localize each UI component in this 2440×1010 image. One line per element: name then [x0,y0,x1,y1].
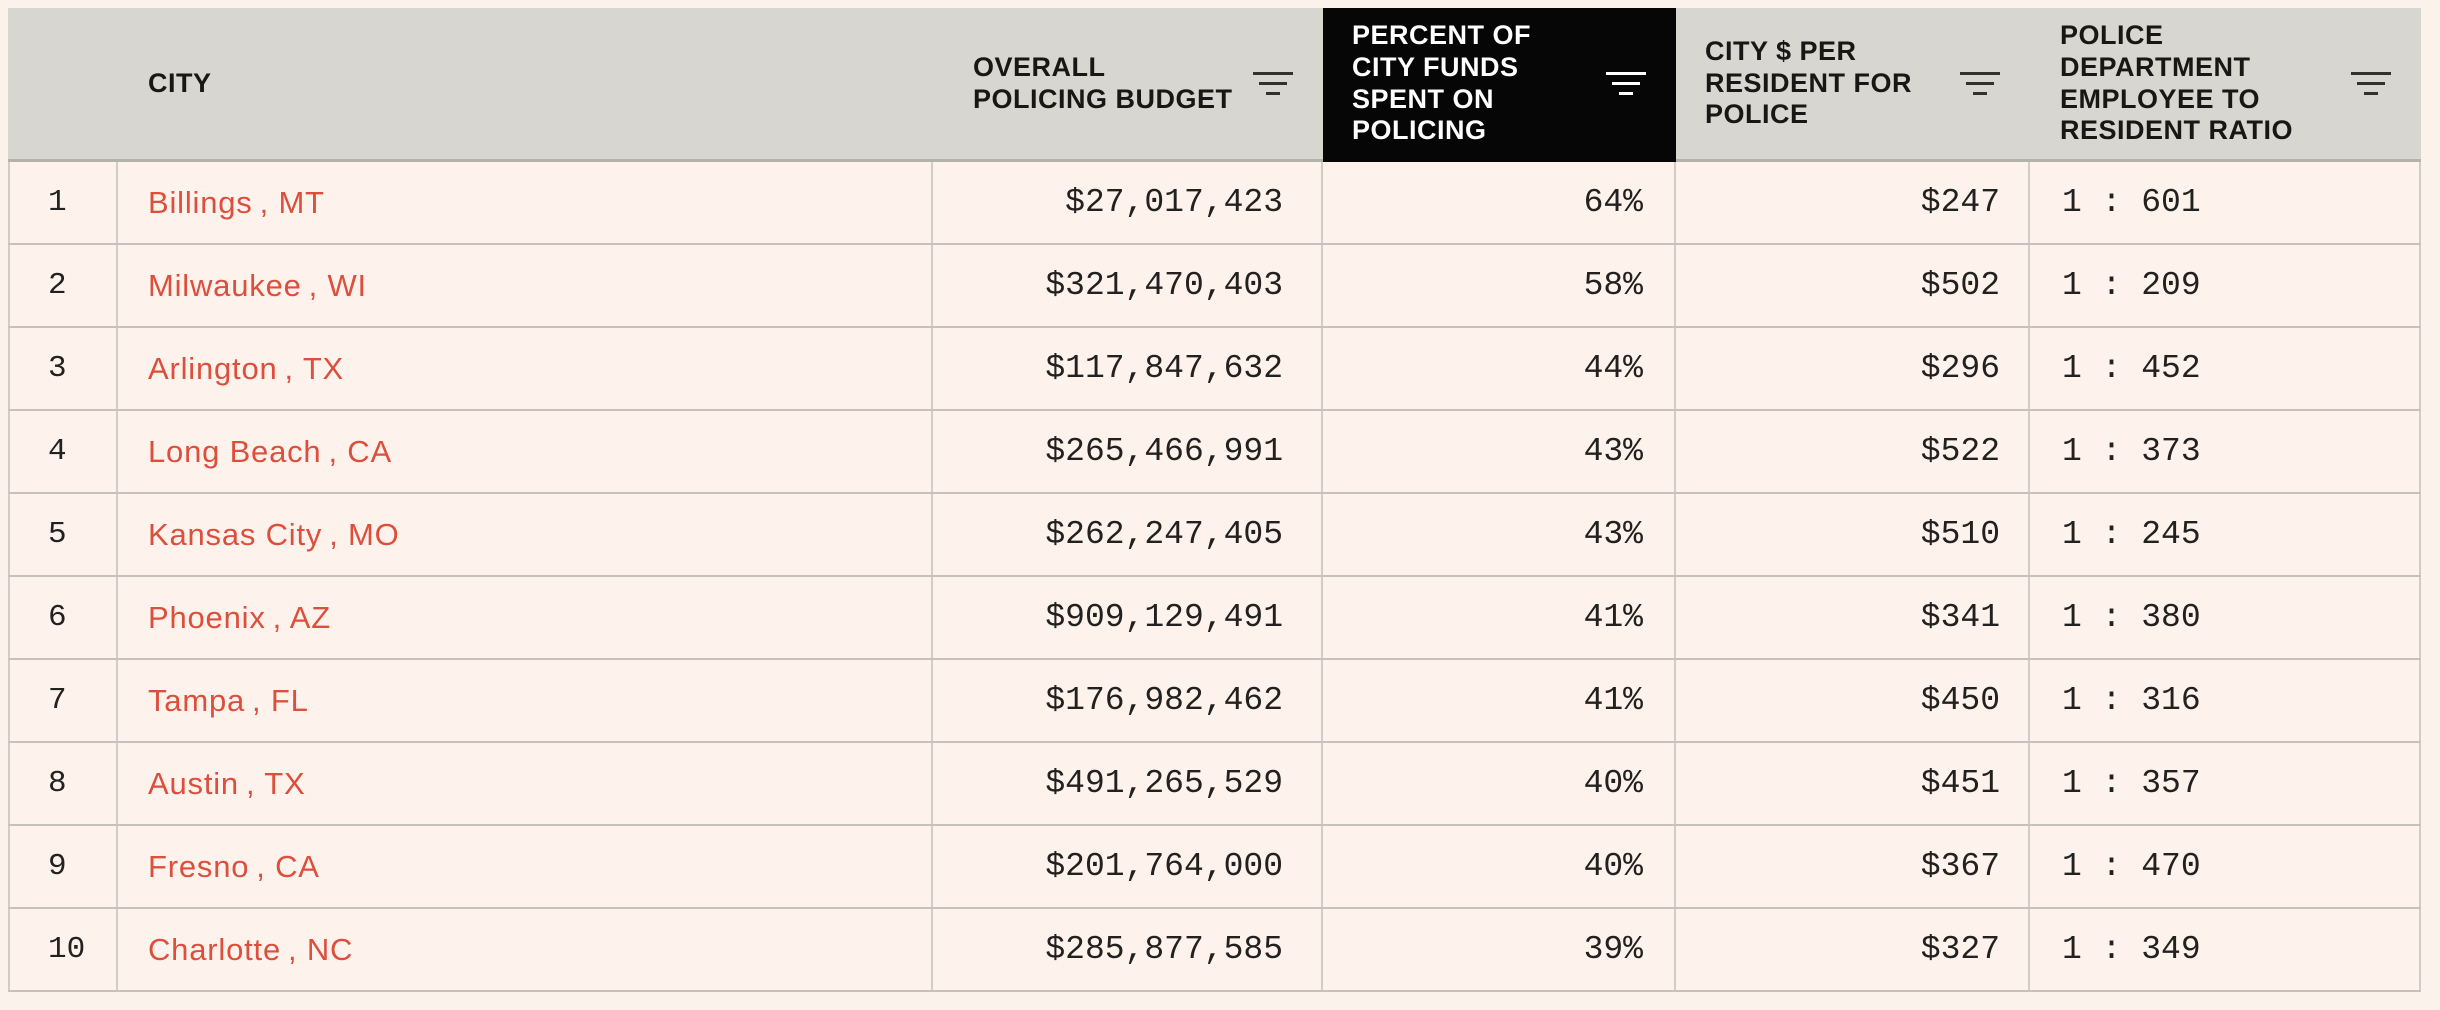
sort-filter-lines-icon [2351,72,2391,95]
table-row: 9 Fresno , CA $201,764,000 40% $367 1 : 470 [8,826,2421,909]
budget-cell: $117,847,632 [933,328,1323,409]
city-link[interactable]: Charlotte , NC [118,909,933,990]
budget-cell: $491,265,529 [933,743,1323,824]
sort-ratio-button[interactable] [2349,69,2393,99]
table-row: 6 Phoenix , AZ $909,129,491 41% $341 1 : 380 [8,577,2421,660]
budget-cell: $201,764,000 [933,826,1323,907]
percent-cell: 43% [1323,494,1676,575]
ratio-cell: 1 : 452 [2030,328,2421,409]
policing-budget-table: CITY OVERALL POLICING BUDGET PERCENT OF … [8,8,2421,992]
ratio-cell: 1 : 380 [2030,577,2421,658]
sort-per-resident-button[interactable] [1958,69,2002,99]
header-city-dollars-per-resident[interactable]: CITY $ PER RESIDENT FOR POLICE [1676,8,2030,159]
header-city-label: CITY [148,67,212,98]
per-resident-cell: $296 [1676,328,2030,409]
ratio-cell: 1 : 357 [2030,743,2421,824]
per-resident-cell: $341 [1676,577,2030,658]
sort-filter-lines-icon [1253,72,1293,95]
table-row: 2 Milwaukee , WI $321,470,403 58% $502 1 : 20… [8,245,2421,328]
per-resident-cell: $451 [1676,743,2030,824]
budget-cell: $27,017,423 [933,162,1323,243]
header-budget-label: OVERALL POLICING BUDGET [973,51,1233,114]
city-link[interactable]: Phoenix , AZ [118,577,933,658]
budget-cell: $909,129,491 [933,577,1323,658]
table-row: 3 Arlington , TX $117,847,632 44% $296 1 : 45… [8,328,2421,411]
table-row: 1 Billings , MT $27,017,423 64% $247 1 : 601 [8,162,2421,245]
per-resident-cell: $327 [1676,909,2030,990]
city-link[interactable]: Arlington , TX [118,328,933,409]
percent-cell: 43% [1323,411,1676,492]
rank-cell: 10 [8,909,118,990]
percent-cell: 41% [1323,577,1676,658]
header-employee-resident-ratio[interactable]: POLICE DEPARTMENT EMPLOYEE TO RESIDENT R… [2030,8,2421,159]
ratio-cell: 1 : 601 [2030,162,2421,243]
per-resident-cell: $367 [1676,826,2030,907]
ratio-cell: 1 : 373 [2030,411,2421,492]
city-link[interactable]: Kansas City , MO [118,494,933,575]
ratio-cell: 1 : 316 [2030,660,2421,741]
budget-cell: $285,877,585 [933,909,1323,990]
ratio-cell: 1 : 470 [2030,826,2421,907]
sort-budget-button[interactable] [1251,69,1295,99]
city-link[interactable]: Milwaukee , WI [118,245,933,326]
sort-percent-button[interactable] [1604,69,1648,99]
rank-cell: 6 [8,577,118,658]
ratio-cell: 1 : 245 [2030,494,2421,575]
rank-cell: 4 [8,411,118,492]
per-resident-cell: $502 [1676,245,2030,326]
rank-cell: 1 [8,162,118,243]
header-per-resident-label: CITY $ PER RESIDENT FOR POLICE [1705,35,1913,130]
table-body: 1 Billings , MT $27,017,423 64% $247 1 : 601 2… [8,162,2421,992]
budget-cell: $265,466,991 [933,411,1323,492]
rank-cell: 9 [8,826,118,907]
rank-cell: 5 [8,494,118,575]
header-percent-city-funds[interactable]: PERCENT OF CITY FUNDS SPENT ON POLICING [1323,8,1676,162]
table-row: 5 Kansas City , MO $262,247,405 43% $510 1 : … [8,494,2421,577]
city-link[interactable]: Austin , TX [118,743,933,824]
table-row: 8 Austin , TX $491,265,529 40% $451 1 : 357 [8,743,2421,826]
percent-cell: 39% [1323,909,1676,990]
city-link[interactable]: Fresno , CA [118,826,933,907]
percent-cell: 58% [1323,245,1676,326]
header-ratio-label: POLICE DEPARTMENT EMPLOYEE TO RESIDENT R… [2060,19,2294,146]
header-percent-label: PERCENT OF CITY FUNDS SPENT ON POLICING [1352,19,1532,146]
percent-cell: 40% [1323,826,1676,907]
sort-filter-lines-icon [1960,72,2000,95]
budget-cell: $176,982,462 [933,660,1323,741]
city-link[interactable]: Long Beach , CA [118,411,933,492]
ratio-cell: 1 : 349 [2030,909,2421,990]
table-row: 10 Charlotte , NC $285,877,585 39% $327 1 : 3… [8,909,2421,992]
table-row: 7 Tampa , FL $176,982,462 41% $450 1 : 316 [8,660,2421,743]
per-resident-cell: $522 [1676,411,2030,492]
percent-cell: 41% [1323,660,1676,741]
percent-cell: 64% [1323,162,1676,243]
city-link[interactable]: Billings , MT [118,162,933,243]
header-rank [8,8,118,159]
per-resident-cell: $450 [1676,660,2030,741]
city-link[interactable]: Tampa , FL [118,660,933,741]
budget-cell: $321,470,403 [933,245,1323,326]
rank-cell: 7 [8,660,118,741]
budget-cell: $262,247,405 [933,494,1323,575]
table-row: 4 Long Beach , CA $265,466,991 43% $522 1 : 3… [8,411,2421,494]
per-resident-cell: $247 [1676,162,2030,243]
per-resident-cell: $510 [1676,494,2030,575]
rank-cell: 2 [8,245,118,326]
sort-filter-lines-icon [1606,72,1646,95]
ratio-cell: 1 : 209 [2030,245,2421,326]
header-city: CITY [118,8,933,159]
percent-cell: 40% [1323,743,1676,824]
rank-cell: 8 [8,743,118,824]
percent-cell: 44% [1323,328,1676,409]
table-header-row: CITY OVERALL POLICING BUDGET PERCENT OF … [8,8,2421,162]
rank-cell: 3 [8,328,118,409]
header-overall-policing-budget[interactable]: OVERALL POLICING BUDGET [933,8,1323,159]
